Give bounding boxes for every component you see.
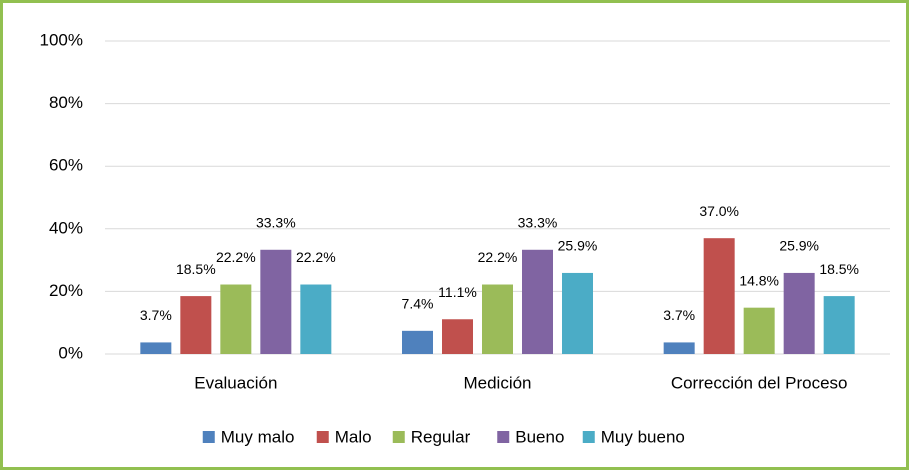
value-label: 22.2% <box>296 249 336 265</box>
value-label: 25.9% <box>779 238 819 254</box>
value-label: 22.2% <box>216 249 256 265</box>
y-tick-label: 40% <box>49 218 83 237</box>
value-label: 33.3% <box>518 214 558 230</box>
legend-label: Muy malo <box>221 427 295 446</box>
legend-swatch <box>497 431 510 443</box>
legend-label: Muy bueno <box>601 427 685 446</box>
value-label: 25.9% <box>558 238 598 254</box>
legend-swatch <box>582 431 595 443</box>
bar <box>783 272 815 354</box>
value-label: 7.4% <box>402 296 434 312</box>
y-tick-label: 60% <box>49 156 83 175</box>
y-tick-label: 80% <box>49 93 83 112</box>
bar <box>442 319 473 354</box>
x-tick-label: Medición <box>463 373 531 392</box>
bar <box>522 249 553 354</box>
bar <box>300 284 332 354</box>
value-label: 11.1% <box>438 284 477 300</box>
x-tick-label: Evaluación <box>194 373 277 392</box>
bar <box>743 307 775 354</box>
bar <box>562 272 593 354</box>
value-label: 22.2% <box>478 249 518 265</box>
bar <box>140 342 172 354</box>
bar <box>482 284 513 354</box>
y-tick-label: 0% <box>58 343 83 362</box>
bar <box>220 284 252 354</box>
legend-swatch <box>316 431 329 443</box>
value-label: 14.8% <box>739 272 779 288</box>
bar <box>260 249 292 354</box>
bar <box>402 330 433 354</box>
bar <box>703 238 735 354</box>
bar <box>180 296 212 354</box>
legend-label: Regular <box>411 427 471 446</box>
value-label: 37.0% <box>699 203 739 219</box>
legend-swatch <box>202 431 215 443</box>
value-label: 18.5% <box>819 261 859 277</box>
legend-label: Malo <box>335 427 372 446</box>
value-label: 18.5% <box>176 261 216 277</box>
value-label: 3.7% <box>663 307 695 323</box>
legend-label: Bueno <box>515 427 564 446</box>
legend-swatch <box>392 431 405 443</box>
bar <box>663 342 695 354</box>
y-tick-label: 100% <box>40 30 83 49</box>
value-label: 3.7% <box>140 307 172 323</box>
x-tick-label: Corrección del Proceso <box>671 373 848 392</box>
y-tick-label: 20% <box>49 281 83 300</box>
value-label: 33.3% <box>256 214 296 230</box>
bar <box>823 296 855 354</box>
